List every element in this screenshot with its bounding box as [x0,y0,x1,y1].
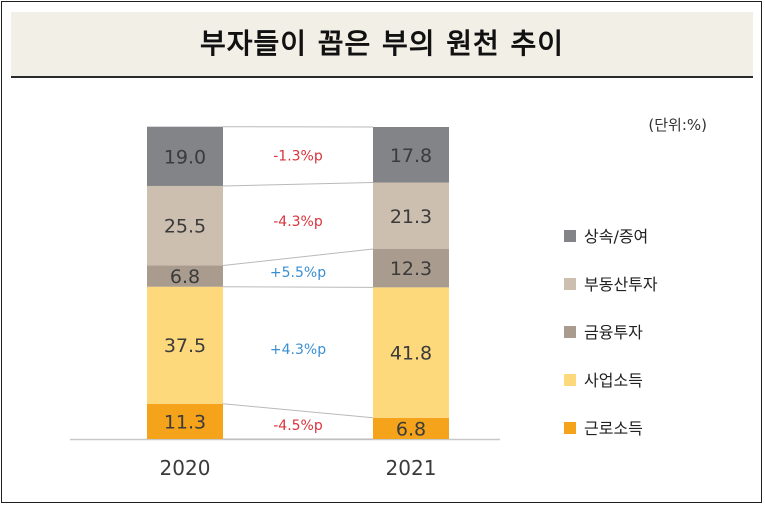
value-label-2021-3: 21.3 [390,206,432,228]
legend-swatch-3 [564,374,576,386]
chart-title: 부자들이 꼽은 부의 원천 추이 [199,27,565,60]
bar-segment-2021-3 [373,182,449,249]
change-label-2: +5.5%p [270,265,326,281]
value-label-2020-3: 25.5 [164,216,206,238]
bar-segment-2021-1 [373,287,449,418]
title-band: 부자들이 꼽은 부의 원천 추이 [11,12,753,78]
value-label-2021-1: 41.8 [390,343,432,365]
change-label-4: -1.3%p [273,149,323,165]
bar-segment-2021-4 [373,127,449,183]
unit-label: (단위:%) [648,116,707,134]
legend-swatch-2 [564,326,576,338]
value-label-2020-0: 11.3 [164,411,206,433]
value-label-2020-4: 19.0 [164,146,206,168]
legend-label-1: 부동산투자 [584,275,658,294]
bar-segment-2021-2 [373,248,449,288]
value-label-2021-4: 17.8 [390,145,432,167]
year-label-2020: 2020 [160,456,211,480]
value-label-2020-1: 37.5 [164,335,206,357]
value-label-2021-2: 12.3 [390,258,432,280]
connector-line-1 [222,286,374,288]
bar-segment-2020-0 [147,403,223,439]
legend-swatch-1 [564,278,576,290]
value-label-2021-0: 6.8 [396,418,426,440]
legend-label-2: 금융투자 [584,323,643,342]
change-label-3: -4.3%p [273,214,323,230]
bar-segment-2020-4 [147,126,223,186]
year-label-2021: 2021 [386,456,437,480]
bar-segment-2021-0 [373,417,449,439]
bar-segment-2020-1 [147,286,223,404]
legend-swatch-0 [564,230,576,242]
value-label-2020-2: 6.8 [170,266,200,288]
change-label-1: +4.3%p [270,342,326,358]
bar-segment-2020-2 [147,265,223,287]
bar-segment-2020-3 [147,185,223,266]
legend-label-0: 상속/증여 [584,227,648,246]
legend-label-4: 근로소득 [584,419,643,438]
legend-swatch-4 [564,422,576,434]
connector-line-3 [222,182,374,187]
connector-line-0 [222,403,374,419]
legend-label-3: 사업소득 [584,371,643,390]
change-label-0: -4.5%p [273,418,323,434]
connector-line-2 [222,248,374,267]
